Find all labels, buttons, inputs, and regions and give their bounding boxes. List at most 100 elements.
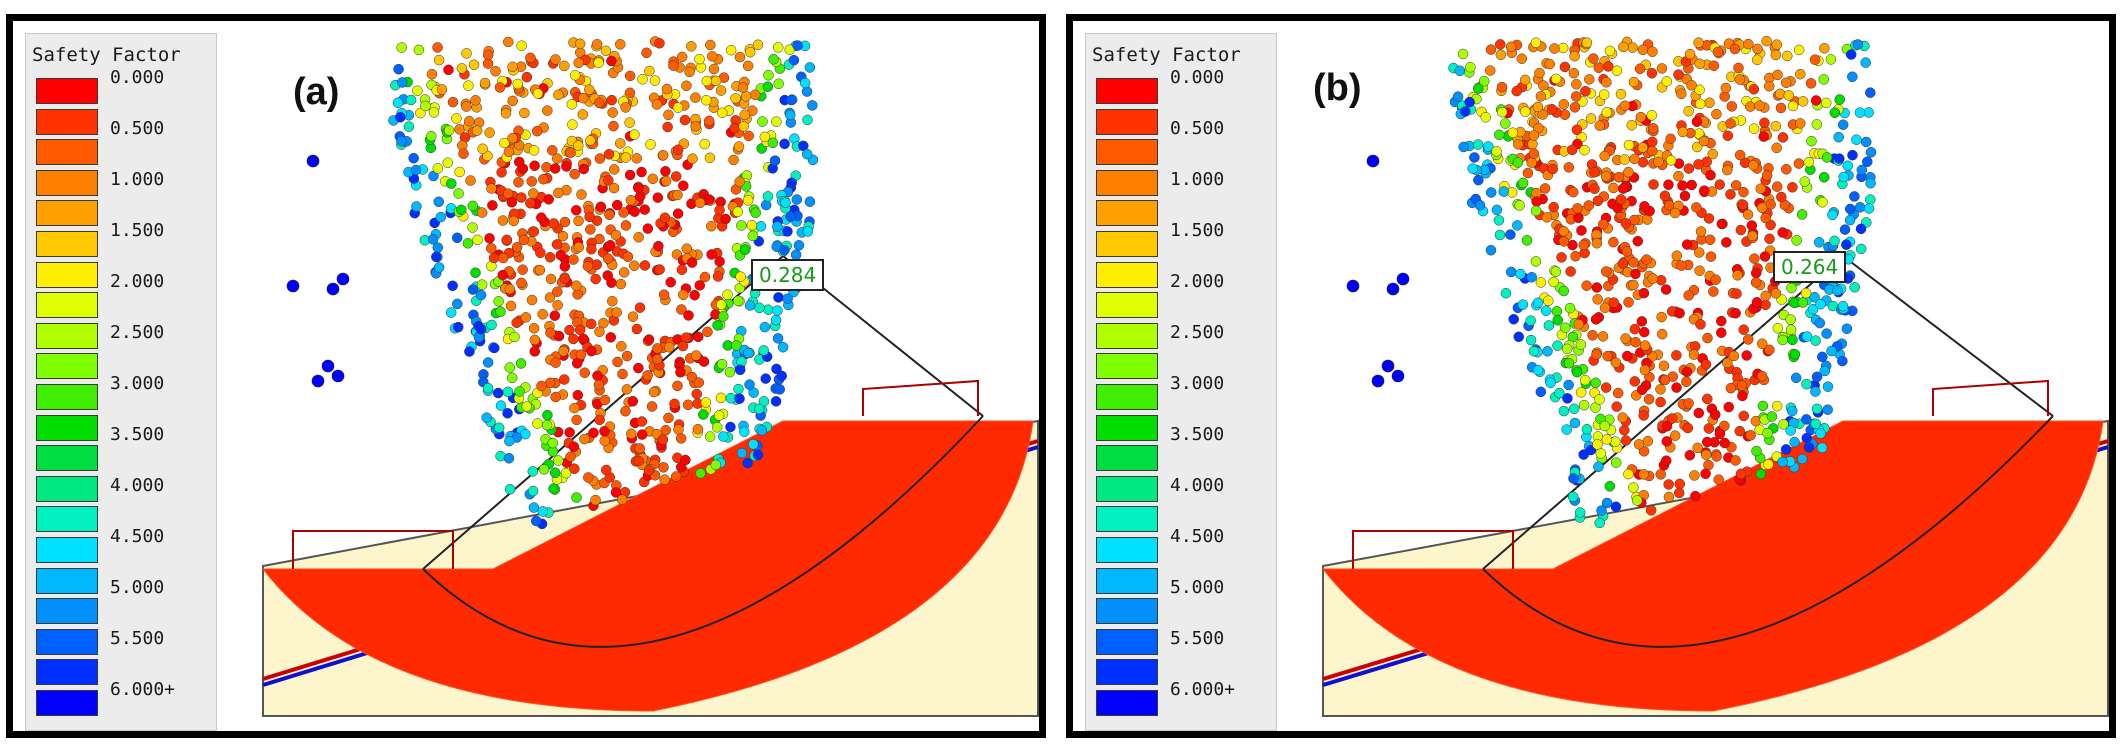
slip-center-point bbox=[1591, 282, 1603, 293]
slip-center-point bbox=[1734, 74, 1746, 85]
slip-center-point bbox=[1694, 58, 1706, 69]
slip-center-point bbox=[785, 211, 796, 222]
legend-swatch bbox=[36, 659, 98, 686]
slip-center-point bbox=[467, 284, 479, 295]
slip-center-point bbox=[1752, 43, 1763, 55]
slip-center-point bbox=[705, 39, 716, 51]
slip-center-point bbox=[543, 194, 554, 205]
slip-center-point bbox=[1485, 187, 1497, 198]
slip-center-point bbox=[668, 60, 679, 71]
slip-center-point bbox=[574, 38, 586, 50]
slip-center-point bbox=[502, 386, 514, 398]
slip-center-point bbox=[590, 494, 601, 506]
slip-center-point bbox=[742, 457, 753, 469]
slip-center-point bbox=[528, 322, 540, 334]
slip-center-point bbox=[1655, 384, 1666, 395]
slip-center-point bbox=[710, 75, 722, 87]
slip-center-point bbox=[1505, 41, 1517, 53]
slip-center-point bbox=[569, 70, 581, 81]
slip-center-point bbox=[1771, 181, 1783, 192]
slip-center-point bbox=[1695, 319, 1706, 330]
legend-swatch bbox=[36, 414, 98, 441]
slip-center-point bbox=[1747, 230, 1758, 242]
slip-center-point bbox=[1854, 107, 1866, 118]
slip-center-point bbox=[559, 273, 571, 284]
slip-center-point bbox=[1681, 239, 1693, 250]
slip-center-point bbox=[1791, 235, 1802, 246]
slip-center-point bbox=[1665, 155, 1677, 166]
slip-center-point bbox=[652, 343, 663, 354]
slip-center-point bbox=[547, 437, 559, 449]
slip-center-point bbox=[1601, 107, 1613, 118]
slip-center-point bbox=[1558, 99, 1570, 110]
slip-center-point bbox=[1787, 334, 1798, 346]
panel-label: (b) bbox=[1313, 67, 1362, 109]
slip-center-point bbox=[653, 240, 664, 252]
slip-center-point bbox=[1544, 58, 1556, 70]
slip-center-point bbox=[1693, 407, 1705, 419]
slip-center-point bbox=[1346, 279, 1360, 293]
slip-center-point bbox=[505, 300, 517, 312]
slip-center-point bbox=[565, 147, 576, 158]
slip-center-point bbox=[1647, 123, 1659, 134]
slip-center-point bbox=[1491, 204, 1503, 216]
slip-center-point bbox=[1647, 136, 1658, 148]
slip-center-point bbox=[549, 163, 561, 174]
slip-center-point bbox=[557, 230, 569, 242]
slip-center-point bbox=[739, 244, 751, 255]
slip-center-point bbox=[1569, 417, 1581, 429]
slip-center-point bbox=[447, 96, 459, 108]
slip-center-point bbox=[633, 231, 644, 243]
slip-center-point bbox=[506, 372, 518, 384]
slip-center-point bbox=[461, 101, 472, 112]
slip-center-point bbox=[548, 218, 560, 229]
slip-center-point bbox=[713, 410, 725, 421]
slip-center-point bbox=[1722, 130, 1734, 141]
slip-center-point bbox=[1683, 398, 1694, 409]
slip-center-point bbox=[481, 412, 492, 423]
slip-center-point bbox=[749, 89, 761, 101]
slip-center-point bbox=[1549, 43, 1560, 54]
slip-center-point bbox=[695, 467, 706, 479]
slip-center-point bbox=[568, 333, 579, 345]
slip-center-point bbox=[716, 299, 727, 310]
slip-center-point bbox=[1590, 377, 1601, 389]
slip-center-point bbox=[1583, 200, 1595, 211]
slip-center-point bbox=[1673, 170, 1684, 182]
slip-center-point bbox=[1601, 77, 1612, 88]
slip-center-point bbox=[1837, 119, 1849, 130]
slip-center-point bbox=[1608, 236, 1619, 248]
legend-swatch bbox=[1096, 108, 1158, 135]
slip-center-point bbox=[559, 216, 571, 228]
slip-center-point bbox=[445, 307, 457, 318]
slip-center-point bbox=[611, 199, 623, 211]
slip-center-point bbox=[586, 243, 597, 255]
slip-center-point bbox=[520, 312, 532, 323]
slip-center-point bbox=[1547, 163, 1558, 175]
slip-center-point bbox=[594, 153, 606, 164]
slip-center-point bbox=[1684, 48, 1696, 60]
slip-center-point bbox=[1578, 239, 1589, 251]
slip-center-point bbox=[715, 392, 727, 404]
slip-center-point bbox=[506, 197, 518, 208]
slip-center-point bbox=[776, 370, 787, 382]
slip-center-point bbox=[477, 143, 488, 154]
slip-center-point bbox=[1570, 250, 1581, 262]
slip-center-point bbox=[549, 467, 561, 479]
slip-center-point bbox=[1579, 144, 1590, 156]
slip-center-point bbox=[1628, 76, 1640, 88]
slip-center-point bbox=[433, 262, 445, 273]
slip-center-point bbox=[561, 161, 572, 172]
slip-center-point bbox=[1621, 246, 1633, 257]
slip-center-point bbox=[1541, 212, 1553, 223]
slip-center-point bbox=[1452, 91, 1464, 102]
slip-center-point bbox=[1755, 468, 1767, 480]
slip-center-point bbox=[1628, 482, 1639, 493]
slip-center-point bbox=[538, 464, 550, 475]
slip-center-point bbox=[1627, 42, 1638, 53]
slip-center-point bbox=[1647, 145, 1658, 157]
slip-center-point bbox=[586, 345, 597, 357]
slip-center-point bbox=[593, 57, 604, 69]
slip-center-point bbox=[1700, 468, 1711, 480]
slip-center-point bbox=[603, 149, 615, 160]
